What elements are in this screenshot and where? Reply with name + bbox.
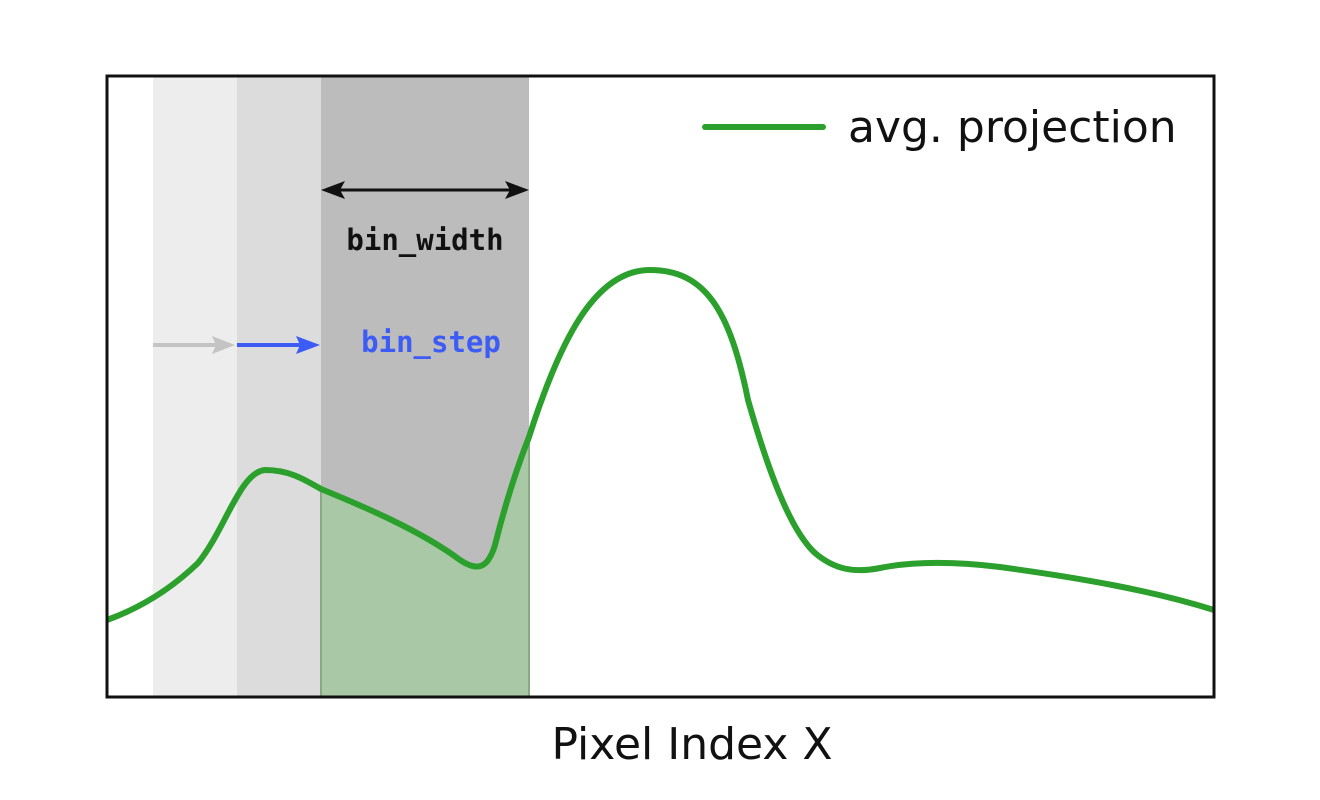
bin-step-label: bin_step xyxy=(361,325,501,359)
previous-step-arrow xyxy=(153,336,235,354)
window-band-1 xyxy=(153,76,237,697)
bin-width-arrow xyxy=(321,181,529,199)
x-axis-label: Pixel Index X xyxy=(551,719,832,770)
avg-projection-curve xyxy=(107,267,1214,623)
legend-label: avg. projection xyxy=(848,102,1177,153)
plot-frame xyxy=(105,74,1216,699)
bin-step-arrow xyxy=(237,336,320,354)
bin-width-label: bin_width xyxy=(346,223,503,257)
window-band-2 xyxy=(237,76,321,697)
